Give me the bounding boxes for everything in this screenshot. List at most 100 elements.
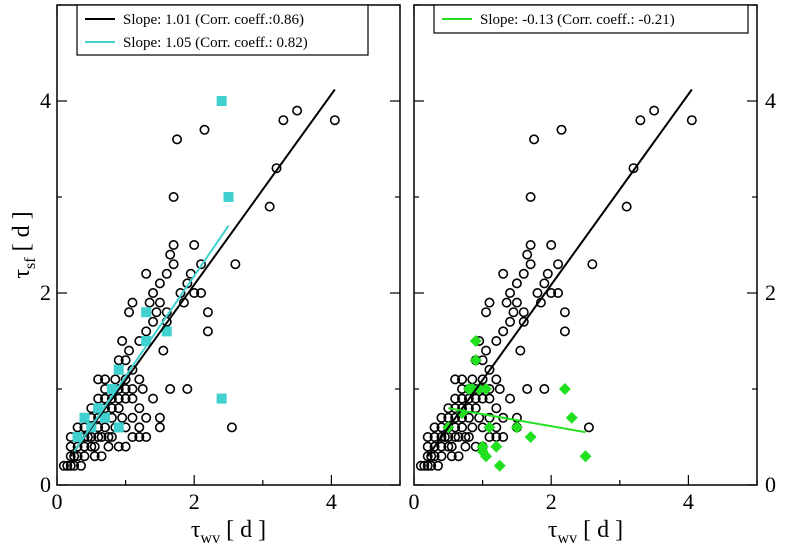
data-point-circle (165, 249, 176, 260)
data-point-circle (443, 441, 454, 452)
data-point-circle (127, 393, 138, 404)
data-point-circle (426, 460, 437, 471)
data-point-diamond (480, 383, 493, 395)
data-point-circle (106, 393, 117, 404)
fit-line-1 (448, 407, 586, 434)
y-tick-label: 0 (765, 472, 776, 497)
data-point-square (79, 412, 90, 423)
data-point-diamond (524, 431, 537, 443)
data-point-circle (450, 412, 461, 423)
data-point-circle (422, 460, 433, 471)
data-point-circle (264, 201, 275, 212)
data-point-circle (525, 240, 536, 251)
data-point-circle (484, 393, 495, 404)
data-point-circle (182, 383, 193, 394)
x-axis-label: τwv [ d ] (191, 517, 266, 547)
y-tick-label: 0 (40, 472, 51, 497)
x-axis-label: τwv [ d ] (548, 517, 623, 547)
data-point-circle (120, 441, 131, 452)
data-point-circle (144, 297, 155, 308)
x-tick-label: 0 (52, 489, 63, 514)
data-point-circle (436, 441, 447, 452)
data-point-circle (621, 201, 632, 212)
data-point-circle (120, 355, 131, 366)
legend-entry-label: Slope: 1.05 (Corr. coeff.: 0.82) (123, 35, 308, 51)
fit-line-1 (73, 225, 230, 452)
data-point-circle (199, 124, 210, 135)
y-tick-label: 4 (765, 88, 776, 113)
legend: Slope: -0.13 (Corr. coeff.: -0.21) (433, 4, 749, 34)
data-point-circle (172, 134, 183, 145)
data-point-circle (511, 297, 522, 308)
data-point-circle (134, 374, 145, 385)
data-point-circle (113, 393, 124, 404)
data-point-circle (76, 460, 87, 471)
data-point-circle (522, 249, 533, 260)
data-point-circle (542, 268, 553, 279)
data-point-circle (113, 441, 124, 452)
panel-left: 0 2 4 0 2 4 τwv [ d ] τsf [ d ] Slope: 1.01 (Cor… (9, 4, 401, 547)
data-point-circle (72, 441, 83, 452)
data-point-circle (120, 383, 131, 394)
data-point-circle (481, 307, 492, 318)
x-tick-label: 2 (546, 489, 557, 514)
data-point-circle (436, 412, 447, 423)
x-tick-label: 2 (189, 489, 200, 514)
data-point-diamond (469, 335, 482, 347)
data-point-circle (58, 460, 69, 471)
data-point-diamond (490, 440, 503, 453)
data-point-diamond (579, 450, 592, 463)
data-point-circle (141, 268, 152, 279)
data-point-circle (127, 383, 138, 394)
data-point-circle (202, 326, 213, 337)
data-point-circle (329, 115, 340, 126)
panel-right: 0 2 4 0 2 4 τwv [ d ] Slope: -0.13 (Corr. coeff… (409, 4, 776, 547)
data-point-circle (141, 326, 152, 337)
data-point-square (141, 336, 152, 346)
data-point-circle (686, 115, 697, 126)
data-point-circle (158, 345, 169, 356)
legend-entry-label: Slope: 1.01 (Corr. coeff.:0.86) (123, 12, 304, 28)
data-point-circle (484, 297, 495, 308)
data-point-circle (62, 460, 73, 471)
data-point-circle (168, 192, 179, 203)
data-point-circle (491, 374, 502, 385)
data-point-diamond (480, 450, 493, 463)
data-point-circle (69, 460, 80, 471)
data-point-circle (453, 451, 464, 462)
data-point-circle (86, 431, 97, 442)
data-point-circle (587, 259, 598, 270)
data-point-square (113, 364, 124, 375)
data-point-circle (515, 345, 526, 356)
data-point-circle (79, 451, 90, 462)
data-point-circle (154, 412, 165, 423)
data-point-circle (86, 441, 97, 452)
data-point-circle (113, 355, 124, 366)
data-point-circle (127, 412, 138, 423)
data-point-circle (278, 115, 289, 126)
data-point-diamond (483, 421, 496, 434)
data-point-circle (525, 192, 536, 203)
data-point-circle (65, 451, 76, 462)
data-point-circle (137, 383, 148, 394)
data-point-circle (93, 393, 104, 404)
data-point-circle (226, 422, 237, 433)
data-point-square (93, 403, 104, 414)
data-point-circle (117, 412, 128, 423)
data-point-circle (154, 278, 165, 289)
data-point-circle (124, 345, 135, 356)
data-area (58, 88, 340, 471)
data-point-circle (553, 259, 564, 270)
data-point-circle (635, 115, 646, 126)
data-point-circle (460, 441, 471, 452)
data-point-circle (546, 287, 557, 298)
data-point-circle (481, 345, 492, 356)
data-point-circle (189, 240, 200, 251)
data-point-circle (161, 268, 172, 279)
legend: Slope: 1.01 (Corr. coeff.:0.86) Slope: 1.… (76, 4, 369, 56)
data-point-circle (134, 431, 145, 442)
data-point-circle (477, 393, 488, 404)
data-point-circle (436, 451, 447, 462)
data-point-circle (79, 441, 90, 452)
